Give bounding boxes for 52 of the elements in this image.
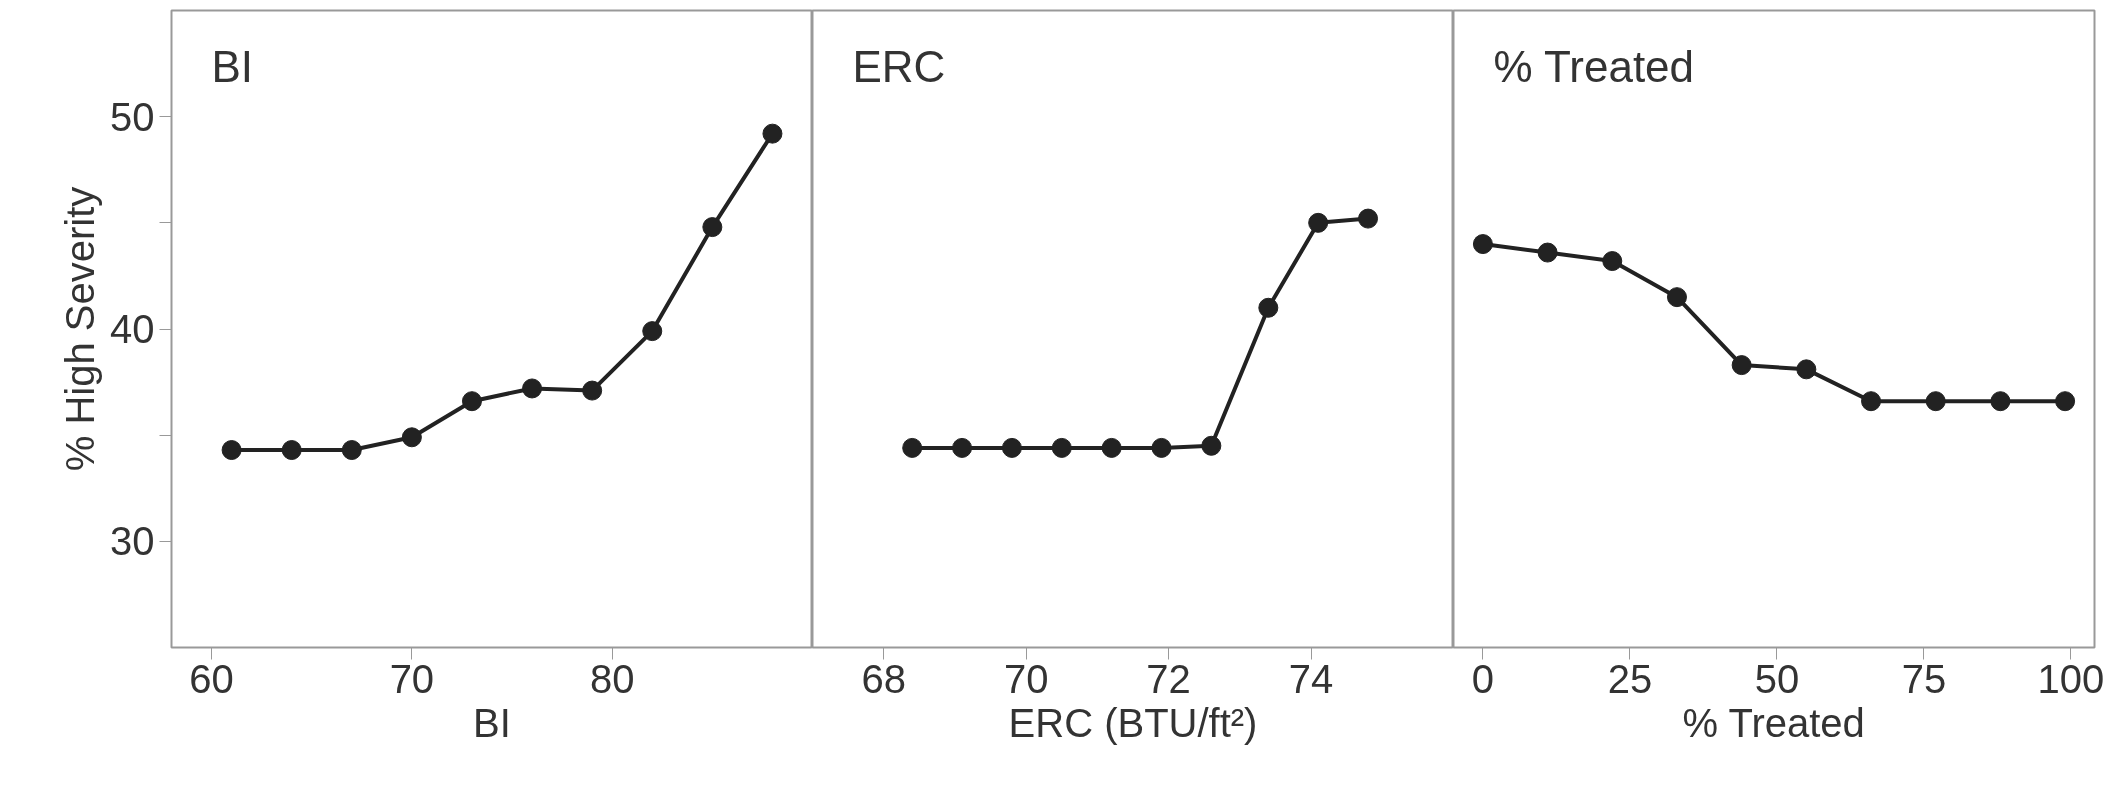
point <box>2055 391 2076 412</box>
point <box>1537 242 1558 263</box>
x-tick-label: 25 <box>1607 656 1653 701</box>
point <box>1101 437 1122 458</box>
point <box>582 380 603 401</box>
text: ERC <box>852 41 946 91</box>
y-tick-label: 40 <box>110 307 155 351</box>
y-tick-label: 30 <box>110 519 155 564</box>
x-tick-label: 100 <box>2037 656 2105 701</box>
point <box>952 437 973 458</box>
point <box>1861 391 1882 412</box>
point <box>281 440 302 461</box>
point <box>1051 437 1072 458</box>
point <box>1925 391 1946 412</box>
point <box>1990 391 2011 412</box>
x-axis-title: ERC (BTU/ft²) <box>1008 700 1258 745</box>
point <box>1258 297 1279 318</box>
point <box>401 427 422 448</box>
point <box>1358 208 1379 229</box>
point <box>1731 355 1752 376</box>
text: % Treated <box>1493 41 1695 91</box>
y-axis-title: % High Severity <box>58 186 103 472</box>
x-tick-label: 75 <box>1901 656 1947 701</box>
x-tick-label: 72 <box>1146 656 1191 701</box>
point <box>221 440 242 461</box>
point <box>1001 437 1022 458</box>
point <box>1308 212 1329 233</box>
x-tick-label: 80 <box>589 656 635 701</box>
y-tick-label: 50 <box>110 94 155 139</box>
point <box>1201 435 1222 456</box>
text: BI <box>211 41 254 91</box>
point <box>702 217 723 238</box>
x-tick-label: 0 <box>1471 656 1495 701</box>
x-tick-label: 60 <box>189 656 234 701</box>
x-tick-label: 70 <box>389 656 435 701</box>
x-tick-label: 74 <box>1288 656 1334 701</box>
x-axis-title: % Treated <box>1682 700 1865 745</box>
point <box>1796 359 1817 380</box>
point <box>642 321 663 342</box>
point <box>1666 287 1687 308</box>
x-tick-label: 50 <box>1754 656 1800 701</box>
point <box>461 391 482 412</box>
point <box>1151 437 1172 458</box>
point <box>341 440 362 461</box>
point <box>762 123 783 144</box>
point <box>902 437 923 458</box>
x-tick-label: 68 <box>861 656 906 701</box>
x-axis-title: BI <box>473 700 511 745</box>
point <box>1472 234 1493 255</box>
x-tick-label: 70 <box>1003 656 1049 701</box>
point <box>522 378 543 399</box>
point <box>1602 251 1623 272</box>
